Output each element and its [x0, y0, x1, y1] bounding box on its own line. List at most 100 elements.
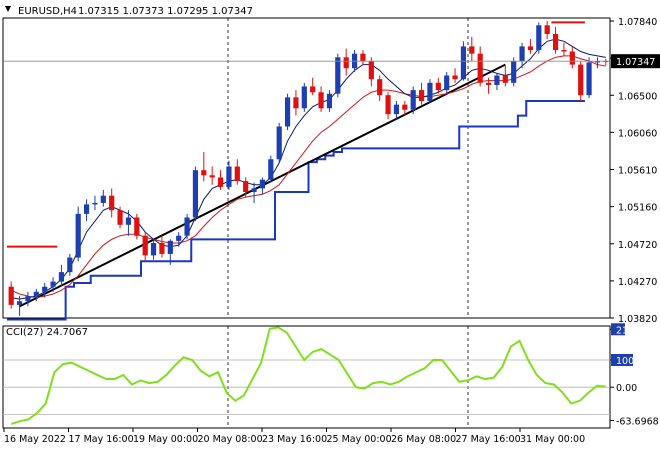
- candle-body: [385, 95, 391, 115]
- candle-body: [268, 159, 274, 180]
- candle-body: [16, 301, 23, 305]
- candle-body: [150, 243, 157, 256]
- symbol-triangle-icon: [5, 6, 11, 12]
- time-axis: 16 May 2022 17 May 16:00 19 May 00:00 20 Ma…: [3, 428, 585, 445]
- candle-body: [527, 46, 534, 51]
- price-tick-label: 1.07840: [618, 17, 657, 28]
- candle-body: [586, 62, 592, 96]
- price-tick-label: 1.04720: [618, 240, 657, 251]
- candle-body: [117, 210, 123, 225]
- candle-body: [301, 86, 307, 109]
- candle-body: [259, 179, 266, 189]
- candle-body: [511, 60, 517, 83]
- candle-body: [8, 286, 14, 305]
- candle-body: [544, 25, 550, 35]
- candle-body: [318, 92, 324, 109]
- candle-body: [125, 217, 132, 225]
- candle-body: [293, 97, 299, 109]
- cci-value-tag: [611, 354, 633, 366]
- candle-body: [452, 75, 458, 80]
- time-tick-label: 17 May 16:00: [69, 434, 134, 445]
- candle-body: [234, 166, 240, 182]
- candle-body: [109, 195, 115, 211]
- candle-body: [561, 50, 567, 52]
- candle-body: [243, 181, 249, 193]
- time-tick-label: 25 May 00:00: [327, 434, 392, 445]
- candle-body: [435, 82, 441, 91]
- candle-body: [201, 170, 207, 176]
- candle-body: [536, 25, 542, 51]
- candle-body: [485, 82, 492, 85]
- price-tick-label: 1.06060: [618, 128, 657, 139]
- candle-body: [226, 166, 232, 187]
- cci-tick-label: 100: [616, 356, 634, 367]
- ohlc-readout: 1.07315 1.07373 1.07295 1.07347: [78, 6, 253, 17]
- price-tick-label: 1.04270: [618, 277, 657, 288]
- candle-body: [159, 243, 165, 254]
- time-tick-label: 31 May 00:00: [520, 434, 585, 445]
- candle-body: [25, 296, 31, 302]
- candle-body: [569, 51, 575, 65]
- candle-body: [594, 60, 601, 63]
- candle-body: [92, 202, 98, 205]
- candle-body: [192, 170, 199, 218]
- time-tick-label: 27 May 16:00: [456, 434, 521, 445]
- candle-body: [393, 104, 400, 115]
- candle-body: [444, 75, 450, 91]
- time-tick-label: 26 May 08:00: [391, 434, 456, 445]
- candle-body: [33, 291, 39, 297]
- candle-body: [75, 213, 81, 258]
- price-tick-label: 1.05160: [618, 203, 657, 214]
- candle-body: [410, 90, 416, 110]
- candle-body: [377, 79, 383, 96]
- cci-line: [11, 326, 606, 425]
- candle-body: [142, 235, 148, 256]
- candle-body: [217, 177, 224, 187]
- candle-body: [100, 195, 106, 203]
- candle-body: [50, 281, 56, 287]
- candle-body: [326, 93, 333, 109]
- candle-body: [578, 64, 584, 96]
- candle-body: [310, 86, 316, 93]
- candle-body: [460, 46, 467, 80]
- candle-body: [418, 90, 425, 102]
- cci-panel: [3, 326, 610, 425]
- candle-body: [58, 272, 65, 282]
- candle-body: [343, 57, 349, 69]
- candle-body: [167, 240, 173, 254]
- current-price-tag: [611, 54, 660, 69]
- cci-label: CCI(27) 24.7067: [6, 327, 88, 338]
- current-price-value: 1.07347: [616, 57, 655, 68]
- support-line: [7, 100, 585, 321]
- cci-tick-label: 0.00: [616, 383, 637, 394]
- candle-body: [134, 217, 140, 236]
- candle-body: [184, 217, 190, 236]
- time-tick-label: 20 May 08:00: [198, 434, 263, 445]
- time-tick-label: 16 May 2022: [4, 434, 66, 445]
- main-frame: [2, 17, 611, 319]
- candle-body: [360, 53, 366, 61]
- cci-value-tag: [611, 323, 625, 336]
- candle-body: [477, 53, 483, 83]
- price-tick-label: 1.03820: [618, 314, 657, 325]
- candle-body: [251, 188, 257, 193]
- cci-tick-label: 212.9619: [616, 325, 660, 336]
- candle-body: [402, 104, 408, 110]
- candle-body: [494, 75, 500, 85]
- cci-frame: [2, 325, 611, 429]
- price-tick-label: 1.05610: [618, 166, 657, 177]
- candle-body: [552, 34, 559, 51]
- time-tick-label: 23 May 16:00: [262, 434, 327, 445]
- candle-body: [284, 97, 291, 127]
- candle-body: [209, 175, 215, 178]
- candle-body: [502, 75, 508, 83]
- candle-body: [368, 60, 374, 80]
- symbol-label: EURUSD,H4: [18, 6, 77, 17]
- main-chart: [3, 20, 610, 321]
- candle-body: [469, 46, 475, 54]
- candle-body: [427, 82, 433, 102]
- price-tick-label: 1.06500: [618, 91, 657, 102]
- cci-tick-label: -63.6968: [616, 417, 659, 428]
- candle-body: [276, 126, 282, 160]
